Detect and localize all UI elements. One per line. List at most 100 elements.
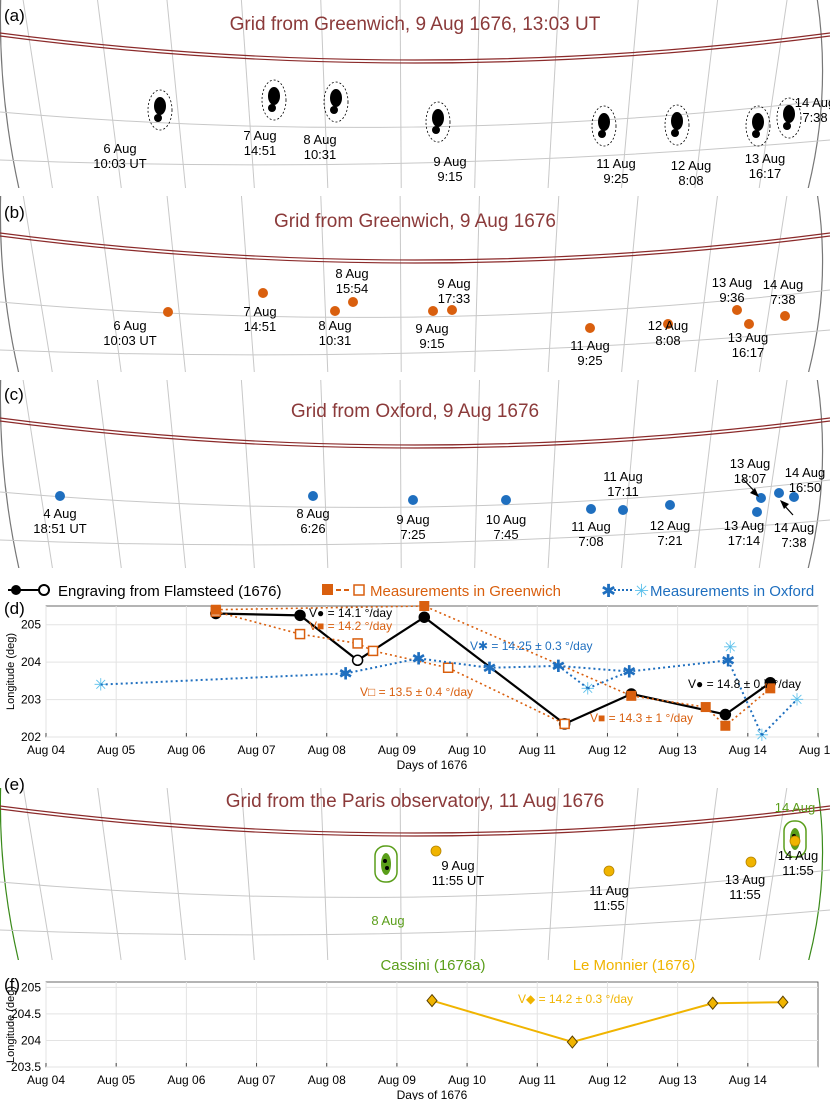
spot-label-a: 11 Aug 9:25 xyxy=(596,156,636,186)
solar-grid xyxy=(0,380,830,568)
sunspot-a: 6 Aug 10:03 UT xyxy=(93,89,173,171)
greenwich-spot xyxy=(163,307,173,317)
label-line: 11:55 xyxy=(729,887,761,902)
meridian-line xyxy=(166,0,187,188)
meridian-line xyxy=(694,380,719,568)
arrow-head xyxy=(750,488,759,497)
label-line: 17:33 xyxy=(438,291,471,306)
spot-umbra xyxy=(154,114,162,122)
series-line xyxy=(557,665,589,690)
meridian-line xyxy=(166,380,187,568)
spot-label-b: 9 Aug 17:33 xyxy=(437,276,470,306)
label-line: 7:45 xyxy=(493,527,518,542)
spot-label-c: 8 Aug 6:26 xyxy=(296,506,329,536)
label-line: 8:08 xyxy=(655,333,680,348)
x-tick-label: Aug 11 xyxy=(519,1073,556,1087)
parallel-line xyxy=(0,139,830,166)
oxford-spot xyxy=(586,504,596,514)
greenwich-solid-point xyxy=(419,601,430,611)
meridian-line xyxy=(547,0,560,188)
oxford-spot xyxy=(774,488,784,498)
meridian-line xyxy=(474,0,480,188)
label-line: 16:50 xyxy=(789,480,822,495)
x-tick-label: Aug 08 xyxy=(308,743,346,757)
label-line: 14 Aug xyxy=(795,95,830,110)
y-tick-label: 203.5 xyxy=(11,1060,41,1074)
meridian-line xyxy=(547,196,560,372)
x-axis-label: Days of 1676 xyxy=(397,1088,468,1100)
x-tick-label: Aug 10 xyxy=(448,743,486,757)
x-tick-label: Aug 04 xyxy=(27,1073,65,1087)
spot-label-c: 10 Aug 7:45 xyxy=(486,512,527,542)
greenwich-open-point xyxy=(559,718,570,730)
limb-right xyxy=(808,196,824,372)
meridian-line xyxy=(240,0,255,188)
meridian-line xyxy=(474,380,480,568)
label-line: 12 Aug xyxy=(648,318,689,333)
greenwich-spot xyxy=(732,305,742,315)
meridian-line xyxy=(240,196,255,372)
equator-band xyxy=(0,235,830,264)
label-line: 7:38 xyxy=(770,292,795,307)
meridian-line xyxy=(320,196,329,372)
limb-left xyxy=(0,788,20,960)
sunspot-a: 8 Aug 10:31 xyxy=(303,81,349,162)
meridian-line xyxy=(694,0,719,188)
x-tick-label: Aug 13 xyxy=(659,1073,697,1087)
plot-area xyxy=(45,605,819,738)
solar-grid xyxy=(0,788,830,960)
parallel-line xyxy=(0,869,830,898)
legend-flamsteed: Engraving from Flamsteed (1676) xyxy=(58,583,281,600)
oxford-light-point: ✳ xyxy=(755,726,769,745)
oxford-light-point: ✳ xyxy=(790,691,804,710)
y-tick-label: 205 xyxy=(21,980,41,994)
velocity-annotation: V✱ = 14.25 ± 0.3 °/day xyxy=(470,639,593,653)
series-line xyxy=(215,610,565,725)
series-line xyxy=(215,605,771,727)
spot-umbra xyxy=(752,130,760,138)
x-tick-label: Aug 09 xyxy=(378,1073,416,1087)
meridian-line xyxy=(474,196,480,372)
parallel-line xyxy=(0,99,830,128)
oxford-light-point: ✳ xyxy=(581,679,595,698)
x-axis-label: Days of 1676 xyxy=(397,758,468,772)
sunspot-a: 9 Aug 9:15 xyxy=(425,101,467,184)
spot-label-e: 14 Aug 11:55 xyxy=(778,848,819,878)
spot-label-b: 12 Aug 8:08 xyxy=(648,318,689,348)
spot-label-c: 14 Aug 7:38 xyxy=(774,520,815,550)
greenwich-solid-point xyxy=(700,702,711,713)
greenwich-spot xyxy=(663,319,673,329)
meridian-line xyxy=(694,788,718,960)
panel-e-tag: (e) xyxy=(4,775,25,794)
spot-label-c: 13 Aug 18:07 xyxy=(730,456,771,486)
x-tick-label: Aug 05 xyxy=(97,1073,135,1087)
meridian-line xyxy=(22,380,53,568)
label-line: 14 Aug xyxy=(763,277,804,292)
cassini-umbra xyxy=(385,866,389,870)
label-line: 13 Aug xyxy=(745,151,786,166)
spot-umbra xyxy=(598,130,606,138)
label-line: 16:17 xyxy=(732,345,765,360)
label-line: 11 Aug xyxy=(603,469,643,484)
legend-oxford: Measurements in Oxford xyxy=(650,583,814,600)
oxford-spot xyxy=(308,491,318,501)
legend-lemonnier: Le Monnier (1676) xyxy=(573,957,696,974)
label-line: 10:03 UT xyxy=(93,156,147,171)
label-line: 9:25 xyxy=(577,353,602,368)
x-tick-label: Aug 14 xyxy=(729,743,767,757)
x-tick-label: Aug 06 xyxy=(167,743,205,757)
meridian-line xyxy=(758,196,788,372)
limb-left xyxy=(0,380,20,568)
panel-c-title: Grid from Oxford, 9 Aug 1676 xyxy=(291,401,539,422)
y-tick-label: 202 xyxy=(21,730,41,744)
spot-umbra xyxy=(752,113,764,131)
oxford-spot xyxy=(665,500,675,510)
x-tick-label: Aug 07 xyxy=(238,743,276,757)
spot-label-a: 9 Aug 9:15 xyxy=(433,154,466,184)
meridian-line xyxy=(399,0,402,188)
oxford-point: ✱ xyxy=(482,659,496,678)
spot-label-b: 11 Aug 9:25 xyxy=(570,338,610,368)
cassini-umbra xyxy=(383,859,387,863)
label-line: 8 Aug xyxy=(335,266,368,281)
